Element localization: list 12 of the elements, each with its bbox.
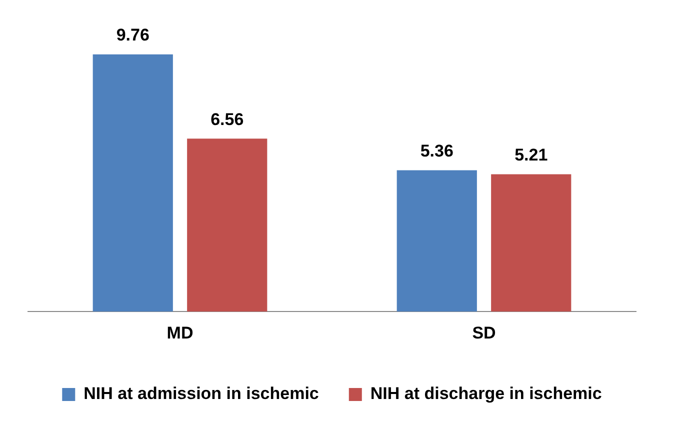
- data-label: 6.56: [210, 110, 244, 129]
- data-label: 5.36: [420, 142, 454, 160]
- legend-label: NIH at admission in ischemic: [84, 384, 319, 404]
- x-tick-label: MD: [166, 323, 194, 342]
- data-label: 9.76: [116, 26, 150, 45]
- bar: [396, 170, 477, 312]
- bar: [491, 174, 572, 312]
- bar: [92, 54, 173, 312]
- legend-label: NIH at discharge in ischemic: [370, 384, 602, 404]
- bar: [187, 138, 268, 312]
- data-label: 5.21: [514, 145, 548, 164]
- x-tick-label: SD: [472, 323, 496, 342]
